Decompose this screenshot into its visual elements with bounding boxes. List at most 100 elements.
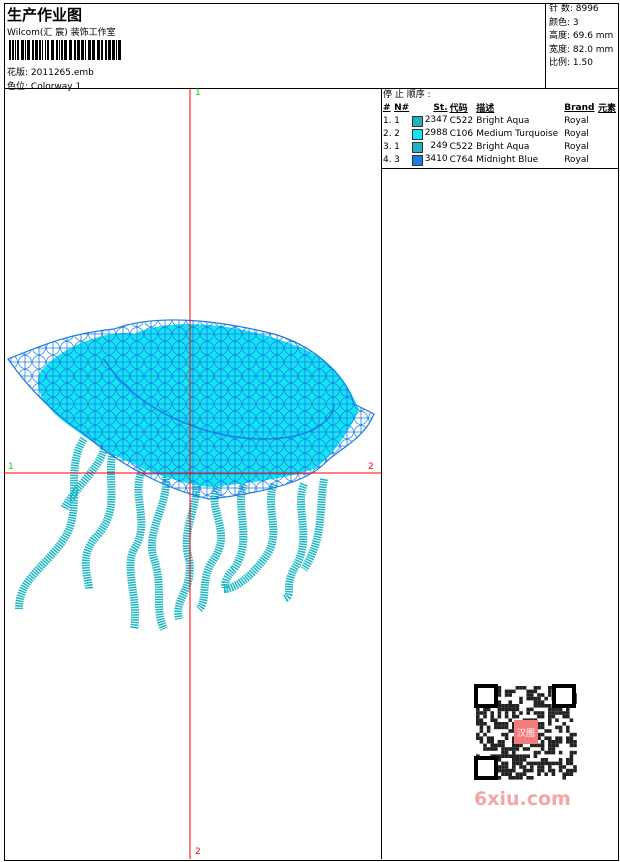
qr-module — [548, 736, 552, 740]
qr-module — [566, 729, 570, 733]
qr-module — [476, 732, 480, 737]
barcode-bar — [118, 40, 121, 60]
qr-module — [522, 758, 527, 762]
barcode-bar — [108, 40, 111, 60]
qr-module — [537, 700, 541, 704]
stitch-value: 2347 — [424, 114, 448, 125]
row-needle: 1 — [394, 141, 400, 152]
qr-module — [512, 768, 516, 773]
qr-module — [483, 747, 487, 751]
qr-module — [479, 725, 484, 730]
qr-module — [522, 754, 527, 758]
barcode-bar — [25, 40, 26, 60]
qr-module — [548, 761, 552, 766]
qr-module — [486, 736, 491, 740]
barcode-bar — [51, 40, 54, 60]
barcode-bar — [17, 40, 19, 60]
barcode-bar — [21, 40, 24, 60]
qr-module — [479, 729, 484, 733]
qr-module — [479, 711, 484, 715]
qr-module — [569, 768, 574, 773]
qr-module — [515, 714, 520, 719]
qr-module — [512, 765, 516, 769]
qr-module — [566, 740, 570, 744]
row-stitches: 249 — [411, 140, 449, 153]
qr-module — [483, 722, 487, 726]
qr-module — [540, 732, 545, 737]
qr-module — [569, 740, 574, 744]
barcode-bar — [61, 40, 63, 60]
qr-module — [533, 711, 538, 715]
qr-module — [537, 765, 541, 769]
qr-module — [512, 725, 516, 730]
qr-module — [515, 776, 520, 780]
qr-module — [497, 754, 502, 758]
tentacle — [60, 447, 108, 511]
barcode-bar — [45, 40, 46, 60]
qr-module — [558, 758, 563, 762]
qr-module — [486, 729, 491, 733]
qr-module — [490, 743, 494, 748]
qr-module — [544, 761, 548, 766]
qr-module — [540, 711, 545, 715]
qr-module — [515, 772, 520, 776]
qr-module — [494, 747, 498, 751]
qr-module — [497, 711, 502, 715]
qr-module — [558, 729, 563, 733]
row-index: 1. — [383, 115, 392, 126]
qr-module — [526, 747, 530, 751]
barcode-bar — [92, 40, 95, 60]
qr-module — [540, 700, 545, 704]
tentacle — [195, 481, 226, 612]
design-height: 高度: 69.6 mm — [549, 31, 614, 42]
qr-module — [537, 772, 541, 776]
qr-module — [555, 761, 559, 766]
qr-module — [530, 707, 534, 712]
axis-top-label: 1 — [195, 88, 201, 98]
qr-module — [544, 704, 548, 708]
tentacle — [281, 482, 308, 603]
qr-module — [530, 743, 534, 748]
row-code: C106 — [449, 128, 474, 139]
qr-module — [537, 736, 541, 740]
qr-module — [497, 714, 502, 719]
qr-module — [562, 714, 566, 719]
row-stitches: 3410 — [411, 153, 449, 166]
qr-module — [508, 689, 512, 694]
qr-module — [508, 776, 512, 780]
qr-module — [558, 761, 563, 766]
qr-module — [555, 711, 559, 715]
barcode-bar — [59, 40, 60, 60]
design-info: 针 数: 8996 颜色: 3 高度: 69.6 mm 宽度: 82.0 mm … — [545, 3, 619, 88]
qr-module — [476, 718, 480, 722]
row-brand: Royal — [564, 115, 589, 126]
tentacle — [148, 467, 170, 631]
qr-module — [512, 711, 516, 715]
qr-module — [501, 761, 505, 766]
qr-module — [566, 711, 570, 715]
qr-module — [512, 704, 516, 708]
qr-module — [501, 732, 505, 737]
qr-module — [555, 740, 559, 744]
qr-module — [540, 768, 545, 773]
qr-module — [555, 725, 559, 730]
tentacle — [223, 482, 278, 593]
stitch-value: 249 — [430, 140, 448, 151]
row-stitches: 2988 — [411, 127, 449, 140]
qr-module — [530, 693, 534, 697]
qr-module — [530, 768, 534, 773]
qr-module — [490, 718, 494, 722]
qr-module — [512, 736, 516, 740]
qr-module — [501, 768, 505, 773]
sheet-header: 生产作业图 Wilcom(汇 宸) 装饰工作室 花版: 2011265.emb … — [4, 3, 619, 92]
qr-module — [519, 700, 523, 704]
qr-module — [486, 725, 491, 730]
col-needle: N# — [394, 102, 410, 113]
qr-module — [558, 711, 563, 715]
row-stitches: 2347 — [411, 114, 449, 127]
qr-module — [551, 743, 556, 748]
qr-module — [551, 707, 556, 712]
qr-module — [512, 761, 516, 766]
barcode-bar — [112, 40, 115, 60]
table-row: 3. 1 249 C522 Bright Aqua Royal — [382, 140, 618, 153]
